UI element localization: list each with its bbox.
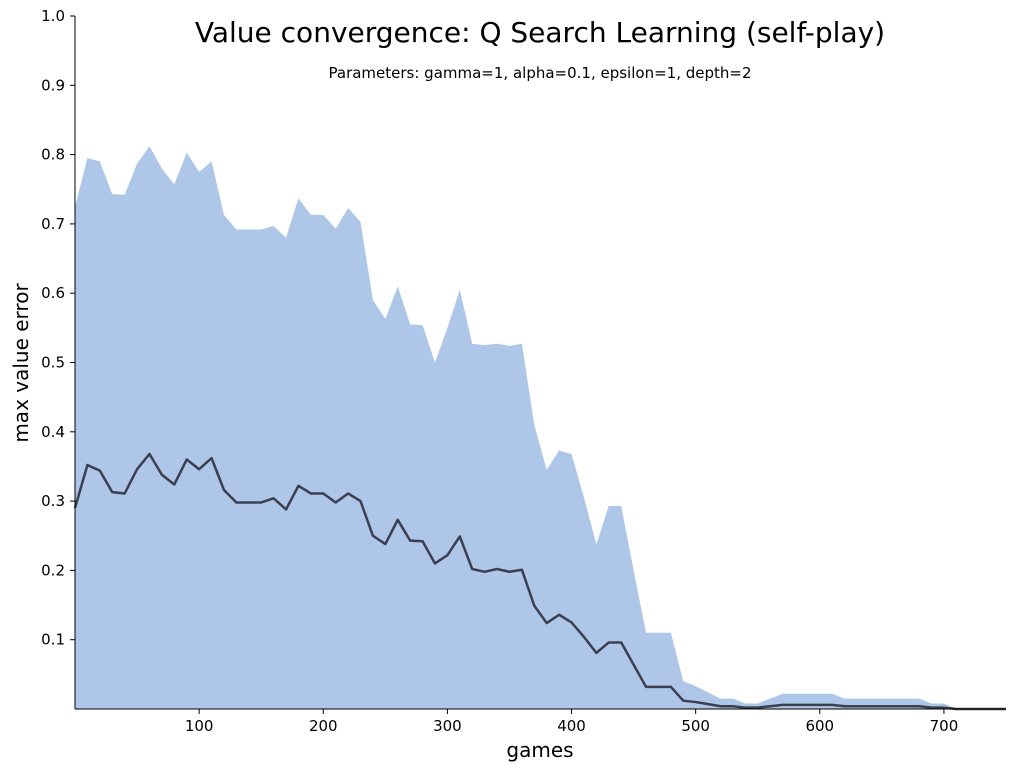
x-tick-label: 600 <box>805 717 834 735</box>
x-tick-label: 700 <box>930 717 959 735</box>
series-area <box>75 146 1006 709</box>
y-tick-label: 0.2 <box>41 561 65 579</box>
x-axis-label: games <box>506 738 573 762</box>
y-tick-label: 0.3 <box>41 492 65 510</box>
y-tick-label: 0.7 <box>41 215 65 233</box>
series-line <box>73 452 1006 711</box>
y-tick-label: 0.5 <box>41 354 65 372</box>
x-tick-label: 100 <box>185 717 214 735</box>
y-tick-label: 0.8 <box>41 146 65 164</box>
y-tick-label: 0.4 <box>41 423 65 441</box>
x-tick-label: 400 <box>557 717 586 735</box>
ticks: 100 200 300 400 500 600 700 0.1 0.2 0.3 0.4 0.5 0.6 0… <box>41 7 958 735</box>
y-tick-label: 1.0 <box>41 7 65 25</box>
x-tick-label: 300 <box>433 717 462 735</box>
y-tick-label: 0.1 <box>41 631 65 649</box>
y-tick-label: 0.9 <box>41 76 65 94</box>
chart-title: Value convergence: Q Search Learning (se… <box>195 16 885 49</box>
x-tick-label: 200 <box>309 717 338 735</box>
plot-area <box>73 146 1006 711</box>
x-tick-label: 500 <box>681 717 710 735</box>
chart-subtitle: Parameters: gamma=1, alpha=0.1, epsilon=… <box>329 64 752 82</box>
y-axis-label: max value error <box>9 283 33 443</box>
y-tick-label: 0.6 <box>41 284 65 302</box>
